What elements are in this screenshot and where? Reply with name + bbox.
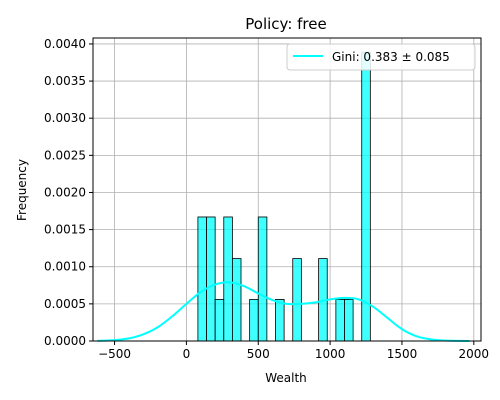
kde-line-group (97, 281, 470, 342)
histogram-bar (231, 258, 242, 342)
x-tick-label: 1500 (387, 347, 418, 361)
histogram-bar (223, 216, 233, 342)
y-tick-label: 0.0035 (44, 74, 86, 88)
histogram-bar (249, 299, 259, 342)
histogram-bar (214, 299, 225, 342)
histogram-bar (197, 216, 207, 342)
y-tick-label: 0.0005 (44, 297, 86, 311)
kde-line (97, 281, 470, 342)
x-axis-ticks: −500 0 500 1000 1500 2000 (98, 341, 489, 361)
chart-title: Policy: free (245, 15, 326, 33)
histogram-bar (292, 258, 302, 342)
y-tick-label: 0.0020 (44, 185, 86, 199)
y-tick-label: 0.0030 (44, 111, 86, 125)
x-tick-label: 0 (183, 347, 191, 361)
x-axis-label: Wealth (265, 371, 307, 385)
y-tick-label: 0.0025 (44, 148, 86, 162)
grid (93, 38, 481, 342)
x-tick-label: 500 (247, 347, 270, 361)
x-tick-label: 1000 (315, 347, 346, 361)
histogram-bar (206, 216, 216, 342)
y-tick-label: 0.0040 (44, 37, 86, 51)
legend: Gini: 0.383 ± 0.085 (286, 43, 476, 71)
y-axis-ticks: 0.0000 0.0005 0.0010 0.0015 0.0020 0.0025 0.00… (44, 37, 93, 348)
histogram-bar (344, 299, 354, 342)
histogram-bar (335, 299, 345, 342)
plot-frame (92, 37, 482, 342)
y-axis-label: Frequency (15, 159, 29, 221)
histogram-bars (197, 51, 371, 342)
histogram-bar (275, 299, 285, 342)
legend-box (286, 43, 476, 71)
y-tick-label: 0.0000 (44, 334, 86, 348)
histogram-bar (361, 51, 371, 342)
y-tick-label: 0.0010 (44, 260, 86, 274)
y-tick-label: 0.0015 (44, 223, 86, 237)
legend-entry-label: Gini: 0.383 ± 0.085 (332, 50, 450, 64)
x-tick-label: 2000 (459, 347, 490, 361)
x-tick-label: −500 (98, 347, 131, 361)
histogram-bar (257, 216, 268, 342)
